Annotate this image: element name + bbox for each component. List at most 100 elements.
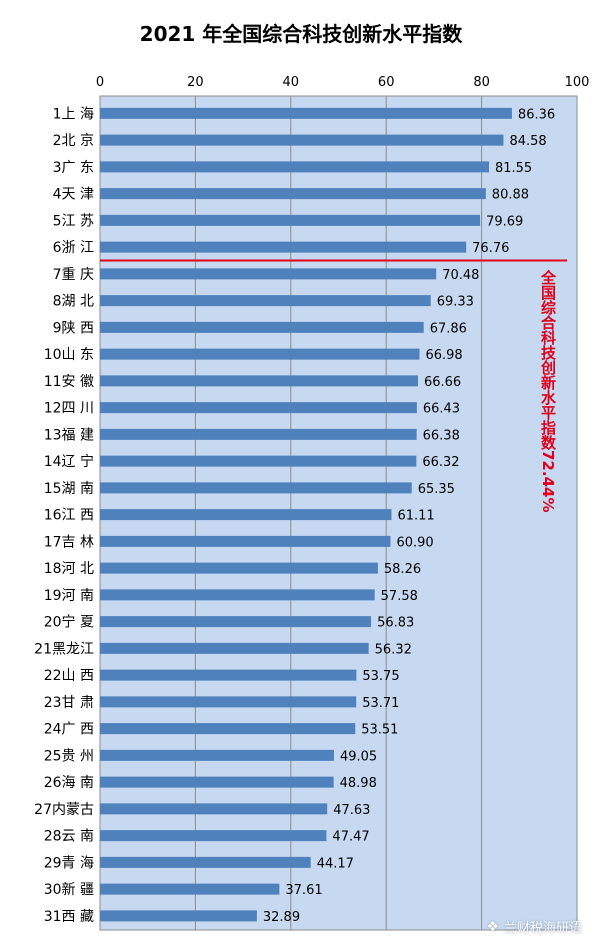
watermark-text: 兰财税海研语 — [503, 921, 582, 936]
category-label: 12四 川 — [44, 401, 94, 417]
category-label: 7重 庆 — [53, 267, 94, 283]
data-label: 58.26 — [384, 562, 421, 577]
category-label: 2北 京 — [53, 133, 94, 149]
category-label: 20宁 夏 — [44, 614, 94, 631]
bar — [100, 455, 417, 467]
bar — [100, 910, 257, 922]
bar — [100, 402, 417, 414]
data-label: 60.90 — [396, 535, 433, 550]
data-label: 76.76 — [472, 241, 509, 256]
category-label: 8湖 北 — [53, 294, 94, 310]
bar — [100, 482, 412, 494]
x-tick-label: 40 — [283, 75, 300, 90]
x-tick-label: 0 — [96, 75, 104, 90]
bar — [100, 562, 378, 574]
x-tick-label: 100 — [565, 75, 590, 90]
data-label: 61.11 — [397, 509, 434, 524]
data-label: 53.75 — [362, 669, 399, 684]
category-label: 27内蒙古 — [34, 802, 94, 818]
data-label: 49.05 — [340, 749, 377, 764]
bar — [100, 642, 369, 654]
x-tick-label: 60 — [378, 75, 395, 90]
category-label: 25贵 州 — [44, 748, 94, 764]
bar — [100, 321, 424, 333]
data-label: 81.55 — [495, 161, 532, 176]
data-label: 56.32 — [375, 642, 412, 657]
bar — [100, 830, 327, 842]
category-label: 16江 西 — [44, 508, 94, 524]
category-label: 23甘 肃 — [44, 695, 94, 711]
category-label: 3广 东 — [53, 160, 94, 176]
data-label: 66.38 — [423, 428, 460, 443]
category-label: 14辽 宁 — [44, 453, 94, 470]
data-label: 48.98 — [340, 776, 377, 791]
bar — [100, 188, 486, 200]
data-label: 53.51 — [361, 723, 398, 738]
bar — [100, 696, 357, 708]
category-label: 1上 海 — [53, 106, 94, 122]
bar — [100, 669, 357, 681]
x-tick-label: 20 — [187, 75, 204, 90]
data-label: 86.36 — [518, 107, 555, 122]
category-label: 31西 藏 — [44, 909, 94, 925]
reference-annotation: 全国综合科技创新水平指数72.44% — [539, 269, 557, 512]
data-label: 84.58 — [509, 134, 546, 149]
bar — [100, 348, 420, 360]
data-label: 57.58 — [381, 589, 418, 604]
chart-title: 2021 年全国综合科技创新水平指数 — [139, 22, 463, 46]
category-label: 17吉 林 — [44, 534, 94, 550]
bar — [100, 268, 437, 280]
data-label: 66.32 — [422, 455, 459, 470]
data-label: 66.43 — [423, 402, 460, 417]
category-label: 19河 南 — [44, 588, 94, 604]
category-label: 5江 苏 — [53, 213, 94, 229]
data-label: 70.48 — [442, 268, 479, 283]
data-label: 37.61 — [285, 883, 322, 898]
data-label: 79.69 — [486, 214, 523, 229]
bar — [100, 616, 372, 628]
data-label: 67.86 — [430, 321, 467, 336]
data-label: 56.83 — [377, 616, 414, 631]
bar — [100, 107, 512, 119]
x-tick-label: 80 — [473, 75, 490, 90]
data-label: 47.47 — [332, 830, 369, 845]
data-label: 66.98 — [425, 348, 462, 363]
bar — [100, 134, 504, 146]
bar — [100, 856, 311, 868]
data-label: 53.71 — [362, 696, 399, 711]
data-label: 80.88 — [492, 188, 529, 203]
bar — [100, 589, 375, 601]
bar — [100, 161, 489, 173]
data-label: 65.35 — [418, 482, 455, 497]
category-label: 26海 南 — [44, 775, 94, 791]
data-label: 69.33 — [437, 295, 474, 310]
category-label: 4天 津 — [53, 187, 94, 203]
category-label: 6浙 江 — [53, 240, 94, 256]
category-label: 18河 北 — [44, 561, 94, 577]
bar — [100, 803, 328, 815]
data-label: 66.66 — [424, 375, 461, 390]
bar — [100, 535, 391, 547]
wechat-icon: ❖ — [486, 918, 499, 935]
category-label: 28云 南 — [44, 829, 94, 845]
bar — [100, 295, 431, 307]
bar — [100, 214, 481, 226]
category-label: 9陕 西 — [53, 320, 94, 336]
bar — [100, 776, 334, 788]
category-label: 10山 东 — [44, 347, 94, 363]
category-label: 24广 西 — [44, 722, 94, 738]
category-label: 13福 建 — [44, 427, 94, 443]
data-label: 47.63 — [333, 803, 370, 818]
bar — [100, 375, 418, 387]
category-label: 15湖 南 — [44, 481, 94, 497]
bar — [100, 241, 467, 253]
category-label: 29青 海 — [44, 855, 94, 871]
data-label: 44.17 — [317, 856, 354, 871]
bar — [100, 723, 356, 735]
data-label: 32.89 — [263, 910, 300, 925]
watermark: ❖ 兰财税海研语 — [486, 917, 582, 937]
bar — [100, 749, 334, 761]
bar — [100, 428, 417, 440]
category-label: 22山 西 — [44, 668, 94, 684]
